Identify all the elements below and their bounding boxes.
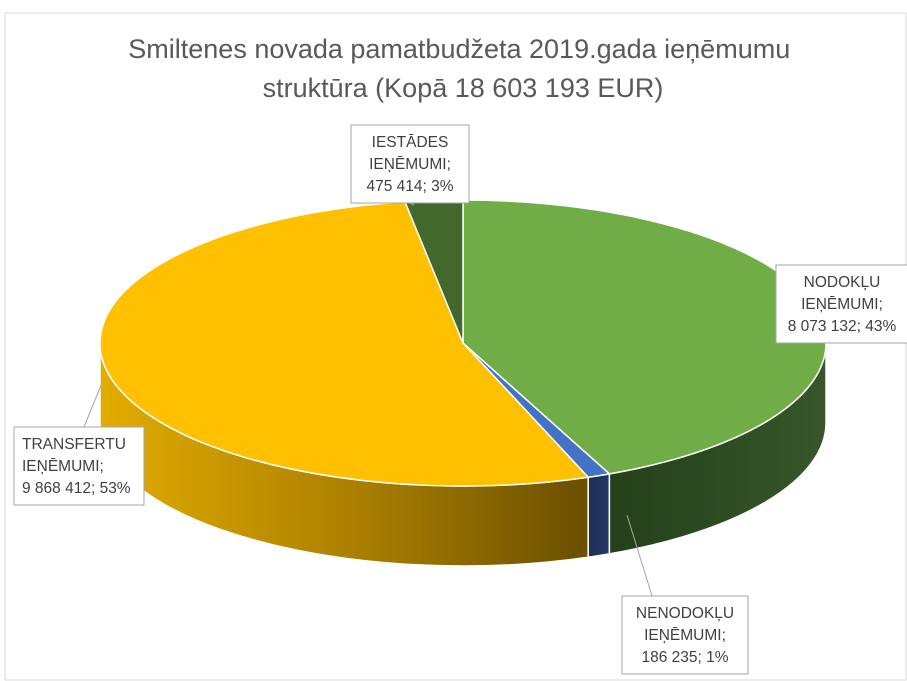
data-labels: NODOKĻU IEŅĒMUMI; 8 073 132; 43% NENODOKĻU I… bbox=[13, 124, 907, 675]
chart-title-line-2: struktūra (Kopā 18 603 193 EUR) bbox=[263, 73, 664, 103]
label-text-transfertu-ienemumi: TRANSFERTU IEŅĒMUMI; 9 868 412; 53% bbox=[22, 436, 131, 497]
data-label-nodoklu-ienemumi: NODOKĻU IEŅĒMUMI; 8 073 132; 43% bbox=[775, 264, 907, 344]
label-box-nenodoklu-ienemumi bbox=[621, 595, 749, 675]
label-box-iestades-ienemumi bbox=[350, 124, 470, 204]
data-label-nenodoklu-ienemumi: NENODOKĻU IEŅĒMUMI; 186 235; 1% bbox=[621, 514, 749, 675]
label-line-transfertu-ienemumi-1: TRANSFERTU bbox=[22, 436, 126, 453]
label-line-transfertu-ienemumi-3: 9 868 412; 53% bbox=[22, 480, 131, 497]
label-line-nenodoklu-ienemumi-2: IEŅĒMUMI; bbox=[644, 627, 726, 644]
label-line-nodoklu-ienemumi-2: IEŅĒMUMI; bbox=[801, 296, 883, 313]
label-line-iestades-ienemumi-1: IESTĀDES bbox=[372, 134, 449, 151]
chart-title: Smiltenes novada pamatbudžeta 2019.gada … bbox=[128, 34, 797, 103]
leader-line-nenodoklu-ienemumi bbox=[626, 514, 653, 597]
pie-tops bbox=[99, 199, 827, 487]
leader-line-transfertu-ienemumi bbox=[83, 382, 103, 428]
label-line-iestades-ienemumi-3: 475 414; 3% bbox=[366, 178, 453, 195]
slice-transfertu-ienemumi bbox=[99, 201, 589, 487]
slice-side-nenodoklu-ienemumi bbox=[587, 473, 611, 558]
label-text-nenodoklu-ienemumi: NENODOKĻU IEŅĒMUMI; 186 235; 1% bbox=[636, 605, 734, 666]
chart-title-line-1: Smiltenes novada pamatbudžeta 2019.gada … bbox=[128, 34, 790, 64]
label-line-nenodoklu-ienemumi-3: 186 235; 1% bbox=[641, 649, 728, 666]
data-label-iestades-ienemumi: IESTĀDES IEŅĒMUMI; 475 414; 3% bbox=[350, 124, 470, 206]
label-line-iestades-ienemumi-2: IEŅĒMUMI; bbox=[369, 156, 451, 173]
label-line-nenodoklu-ienemumi-1: NENODOKĻU bbox=[636, 605, 734, 622]
label-line-transfertu-ienemumi-2: IEŅĒMUMI; bbox=[22, 458, 104, 475]
label-box-transfertu-ienemumi bbox=[13, 426, 145, 506]
label-text-iestades-ienemumi: IESTĀDES IEŅĒMUMI; 475 414; 3% bbox=[366, 134, 453, 195]
label-text-nodoklu-ienemumi: NODOKĻU IEŅĒMUMI; 8 073 132; 43% bbox=[788, 274, 897, 335]
data-label-transfertu-ienemumi: TRANSFERTU IEŅĒMUMI; 9 868 412; 53% bbox=[13, 382, 145, 506]
label-line-nodoklu-ienemumi-3: 8 073 132; 43% bbox=[788, 318, 897, 335]
label-box-nodoklu-ienemumi bbox=[775, 264, 907, 344]
label-line-nodoklu-ienemumi-1: NODOKĻU bbox=[804, 274, 881, 291]
